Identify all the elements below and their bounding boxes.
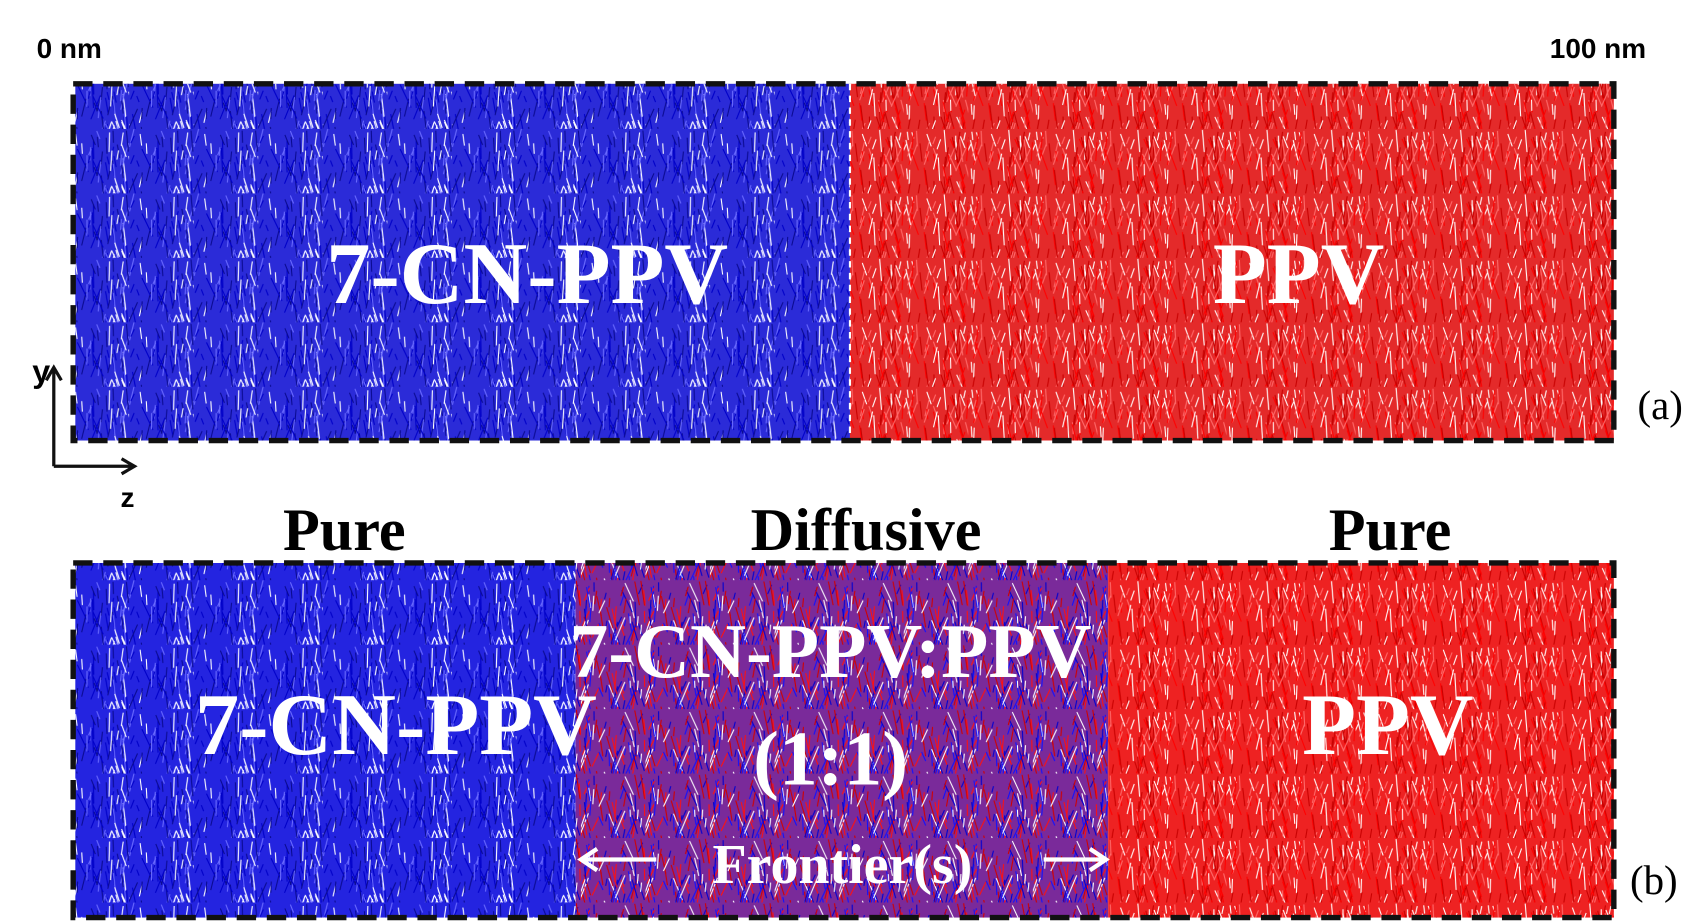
- right-label: PPV: [1302, 676, 1473, 774]
- middle-ratio: (1:1): [753, 715, 908, 801]
- panel-tag: (b): [1630, 858, 1678, 903]
- left-label: 7-CN-PPV: [195, 676, 597, 774]
- region-header: Diffusive: [751, 497, 982, 564]
- region-header: Pure: [283, 497, 406, 564]
- page: 0 nm 100 nm 7-CN-PPV PPV (a) y z Pure Di…: [0, 0, 1687, 924]
- frontier-label: Frontier(s): [712, 834, 972, 896]
- panel-tag: (a): [1638, 383, 1683, 428]
- axis-y: y: [32, 354, 50, 390]
- left-label: 7-CN-PPV: [326, 225, 728, 323]
- figure: 0 nm 100 nm 7-CN-PPV PPV (a) y z Pure Di…: [0, 0, 1687, 924]
- middle-label: 7-CN-PPV:PPV: [570, 608, 1092, 694]
- right-label: PPV: [1213, 225, 1384, 323]
- scale-start: 0 nm: [37, 33, 102, 64]
- region-header: Pure: [1329, 497, 1452, 564]
- scale-end: 100 nm: [1550, 33, 1646, 64]
- axis-z: z: [120, 482, 134, 513]
